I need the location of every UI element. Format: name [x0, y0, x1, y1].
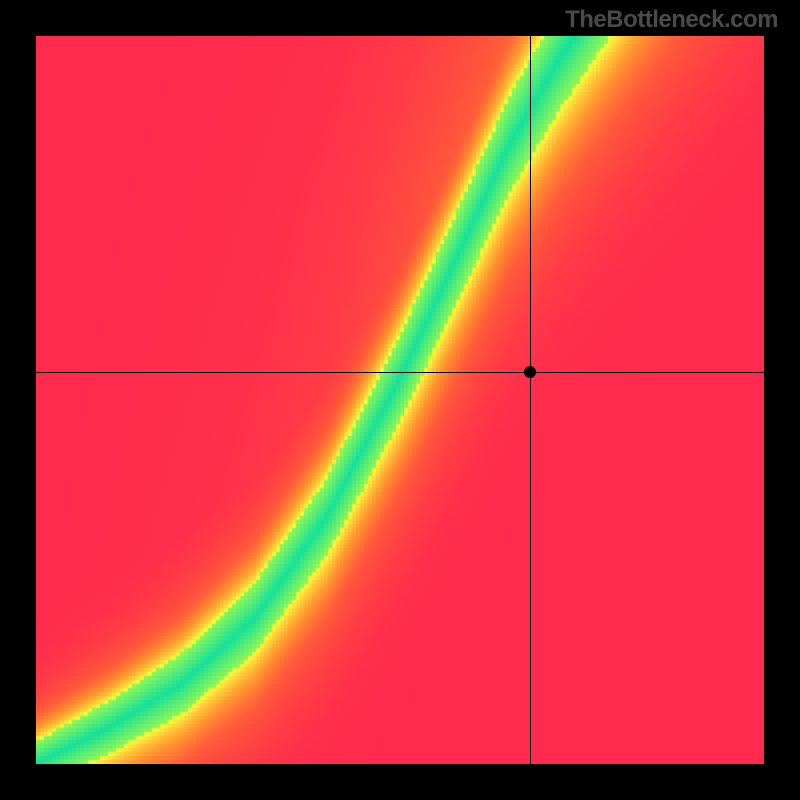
heatmap-plot: [36, 36, 764, 764]
crosshair-vertical: [530, 36, 531, 764]
watermark-text: TheBottleneck.com: [565, 6, 778, 34]
crosshair-marker: [524, 366, 536, 378]
crosshair-horizontal: [36, 372, 764, 373]
heatmap-canvas: [36, 36, 764, 764]
